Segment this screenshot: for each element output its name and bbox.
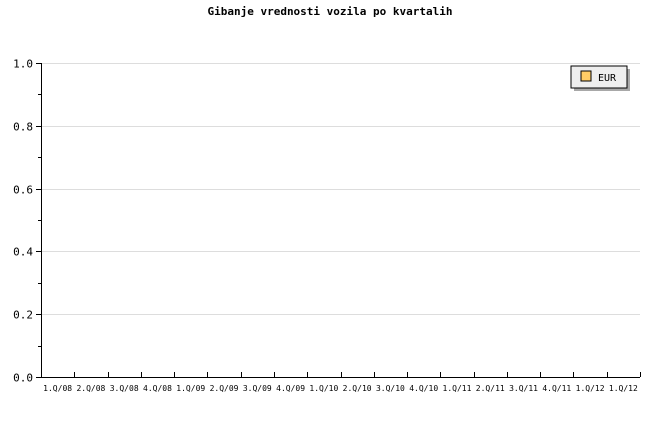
x-tick-label: 2.Q/08 <box>76 384 105 393</box>
legend-label: EUR <box>598 73 617 84</box>
x-tick-label: 4.Q/10 <box>409 384 438 393</box>
y-tick-label: 1.0 <box>13 58 33 71</box>
x-tick-label: 3.Q/10 <box>376 384 405 393</box>
y-tick-label: 0.0 <box>13 372 33 385</box>
x-tick-label: 4.Q/08 <box>143 384 172 393</box>
x-tick-label: 1.Q/11 <box>443 384 472 393</box>
x-tick-label: 2.Q/09 <box>210 384 239 393</box>
chart-title: Gibanje vrednosti vozila po kvartalih <box>207 5 452 18</box>
x-tick-label: 3.Q/09 <box>243 384 272 393</box>
x-tick-label: 2.Q/11 <box>476 384 505 393</box>
x-tick-label: 2.Q/10 <box>343 384 372 393</box>
axes <box>36 63 641 378</box>
x-tick-label: 1.Q/09 <box>176 384 205 393</box>
legend-swatch <box>580 70 592 82</box>
legend: EUR <box>570 65 630 91</box>
x-tick-label: 3.Q/08 <box>110 384 139 393</box>
x-tick-label: 1.Q/08 <box>43 384 72 393</box>
x-tick-label: 1.Q/10 <box>309 384 338 393</box>
y-tick-label: 0.6 <box>13 184 33 197</box>
x-tick-label: 4.Q/09 <box>276 384 305 393</box>
x-tick-label: 1.Q/12 <box>609 384 638 393</box>
y-tick-label: 0.4 <box>13 246 33 259</box>
x-tick-labels: 1.Q/08 2.Q/08 3.Q/08 4.Q/08 1.Q/09 2.Q/09 3.Q/… <box>43 384 638 393</box>
x-tick-label: 4.Q/11 <box>542 384 571 393</box>
y-tick-labels: 0.0 0.2 0.4 0.6 0.8 1.0 <box>13 58 33 385</box>
x-tick-label: 3.Q/11 <box>509 384 538 393</box>
grid <box>41 63 640 315</box>
y-tick-label: 0.8 <box>13 121 33 134</box>
x-tick-label: 1.Q/12 <box>576 384 605 393</box>
y-tick-label: 0.2 <box>13 309 33 322</box>
